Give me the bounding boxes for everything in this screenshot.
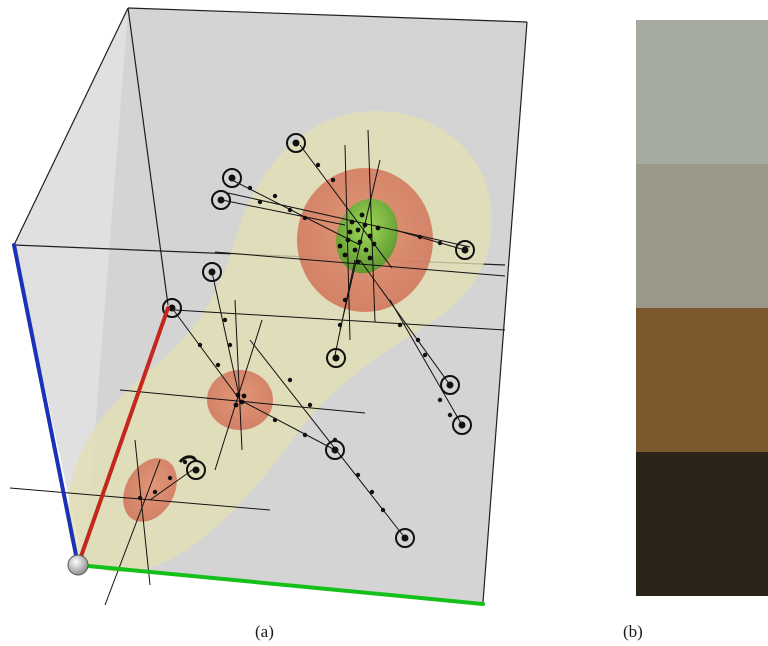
endpoint-marker [395,528,415,548]
caption-b: (b) [623,622,643,641]
track-points [137,162,453,513]
caption-a: (a) [255,622,274,641]
endpoint-marker [211,190,231,210]
endpoint-markers [162,133,475,548]
axis-x [76,306,170,567]
axis-z [76,563,485,606]
palette-swatch-4 [636,452,768,596]
endpoint-marker [452,415,472,435]
endpoint-marker [222,168,242,188]
medium-cluster [233,392,247,408]
endpoint-marker [325,440,345,460]
hook-track [178,455,198,463]
track-lines [9,129,506,606]
origin-sphere [67,554,89,576]
coordinate-axes [12,243,485,606]
endpoint-marker [286,133,306,153]
palette-swatch-2 [636,164,768,308]
mid-isosurface-small [123,458,177,522]
palette-swatch-3 [636,308,768,452]
palette-swatch-1 [636,20,768,164]
endpoint-marker [326,348,346,368]
endpoint-marker [202,262,222,282]
axis-y [12,243,80,567]
endpoint-marker [440,375,460,395]
endpoint-marker [455,240,475,260]
box-side-face [14,8,128,567]
core-cluster [337,212,381,265]
color-palette [636,20,768,596]
volume-rendering-scene [9,7,528,606]
